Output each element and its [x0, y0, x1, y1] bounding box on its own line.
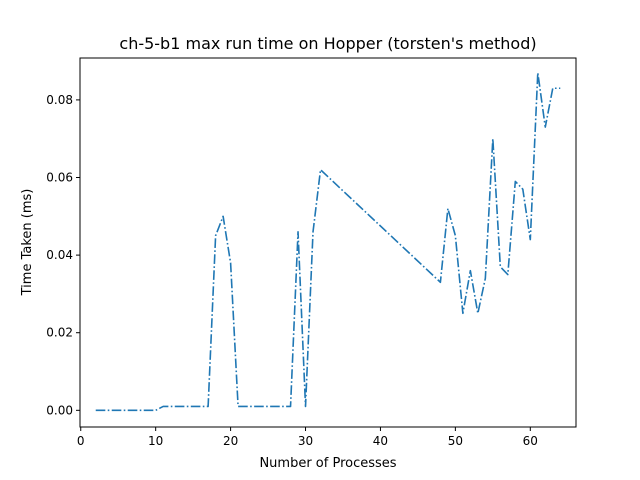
y-tick-label: 0.02: [46, 326, 73, 340]
y-axis-label: Time Taken (ms): [20, 189, 35, 297]
plot-frame: [79, 57, 577, 428]
chart-title: ch-5-b1 max run time on Hopper (torsten'…: [119, 34, 536, 53]
x-axis-label: Number of Processes: [259, 456, 396, 471]
x-tick-label: 40: [373, 434, 388, 448]
x-tick-label: 10: [148, 434, 163, 448]
x-tick-label: 20: [223, 434, 238, 448]
x-tick-label: 30: [298, 434, 313, 448]
series-layer: [95, 71, 561, 412]
x-tick-label: 60: [523, 434, 538, 448]
x-axis-ticks: 0 10 20 30 40 50 60: [77, 427, 538, 448]
x-tick-label: 0: [77, 434, 85, 448]
x-tick-label: 50: [448, 434, 463, 448]
y-axis-ticks: 0.00 0.02 0.04 0.06 0.08: [46, 93, 80, 417]
y-tick-label: 0.04: [46, 248, 73, 262]
y-tick-label: 0.06: [46, 171, 73, 185]
series-line-0: [95, 71, 561, 412]
y-tick-label: 0.08: [46, 93, 73, 107]
y-tick-label: 0.00: [46, 403, 73, 417]
